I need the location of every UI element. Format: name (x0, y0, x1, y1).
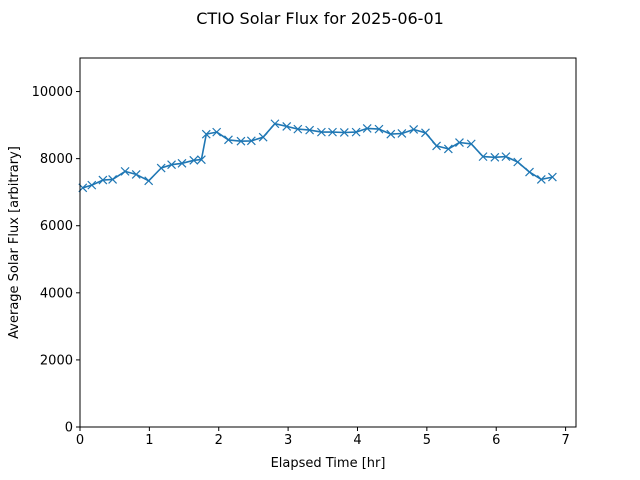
data-point-marker (131, 169, 141, 179)
data-point-marker (270, 119, 280, 129)
data-point-marker (87, 180, 97, 190)
data-point-marker (305, 125, 315, 135)
data-point-marker (189, 155, 199, 165)
data-point-marker (478, 152, 488, 162)
data-point-marker (98, 175, 108, 185)
data-point-marker (201, 129, 211, 139)
data-point-marker (224, 135, 233, 145)
data-point-marker (293, 124, 303, 134)
data-point-marker (108, 175, 118, 184)
data-point-marker (258, 132, 268, 142)
data-point-marker (513, 157, 523, 167)
x-tick-label: 7 (561, 433, 569, 448)
data-point-marker (525, 167, 534, 177)
x-tick-label: 5 (423, 433, 431, 448)
data-point-marker (177, 158, 187, 168)
x-tick-label: 4 (353, 433, 361, 448)
data-point-marker (536, 175, 546, 184)
y-tick-label: 0 (65, 421, 73, 436)
data-point-marker (196, 155, 206, 165)
data-point-marker (443, 144, 453, 154)
data-point-marker (282, 122, 292, 131)
data-point-marker (501, 152, 511, 162)
data-point-marker (339, 128, 349, 137)
data-point-marker (236, 136, 246, 146)
x-tick-label: 6 (492, 433, 500, 448)
data-point-marker (144, 176, 154, 186)
plot-frame (79, 57, 577, 428)
chart-title: CTIO Solar Flux for 2025-06-01 (196, 9, 444, 28)
data-point-marker (212, 127, 222, 137)
data-point-marker (316, 127, 326, 137)
data-point-marker (455, 138, 464, 147)
x-tick-label: 1 (145, 433, 153, 448)
data-point-marker (432, 141, 441, 151)
data-point-marker (246, 136, 256, 146)
y-tick-label: 6000 (40, 219, 73, 234)
x-tick-label: 0 (76, 433, 84, 448)
data-point-marker (409, 125, 419, 134)
y-tick-label: 10000 (32, 85, 73, 100)
data-point-marker (386, 129, 396, 139)
x-tick-label: 2 (215, 433, 223, 448)
data-point-marker (328, 127, 337, 137)
data-point-marker (397, 129, 407, 138)
x-tick-label: 3 (284, 433, 292, 448)
y-axis-label: Average Solar Flux [arbitrary] (7, 146, 22, 339)
y-tick-label: 2000 (40, 353, 73, 368)
data-point-marker (466, 139, 476, 149)
data-point-marker (167, 160, 176, 170)
data-point-marker (156, 163, 166, 173)
data-point-marker (547, 172, 557, 182)
x-axis-label: Elapsed Time [hr] (271, 456, 386, 471)
data-point-marker (490, 152, 500, 162)
data-point-marker (374, 124, 384, 134)
y-tick-label: 4000 (40, 286, 73, 301)
data-point-marker (120, 166, 130, 176)
data-point-marker (351, 127, 361, 137)
y-tick-label: 8000 (40, 152, 73, 167)
data-point-marker (421, 128, 430, 138)
data-point-marker (362, 124, 372, 133)
